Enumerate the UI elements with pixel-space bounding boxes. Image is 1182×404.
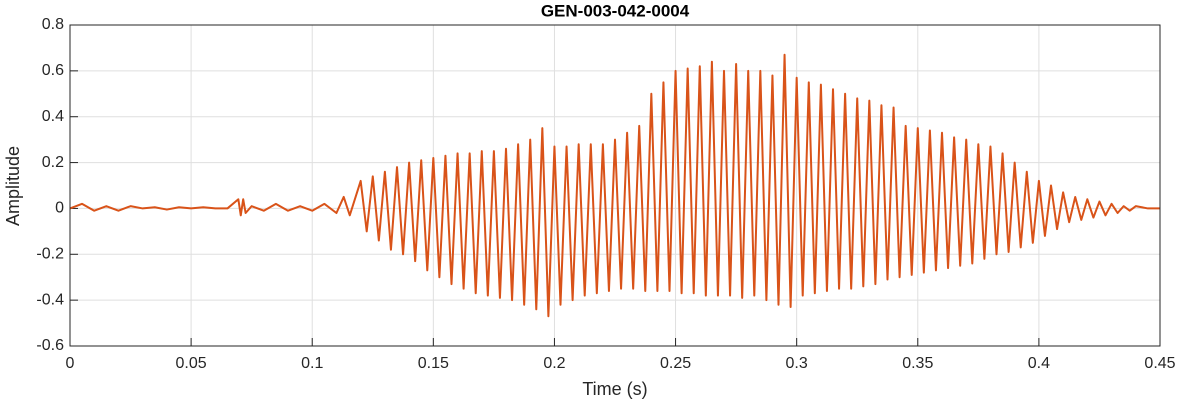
y-tick-label: 0.4 — [42, 108, 64, 125]
y-tick-label: -0.6 — [36, 337, 64, 354]
y-tick-label: 0.6 — [42, 62, 64, 79]
plot-area — [70, 25, 1160, 346]
x-tick-label: 0 — [66, 355, 75, 372]
x-tick-label: 0.4 — [1028, 355, 1050, 372]
waveform-line — [69, 53, 1160, 318]
x-tick-label: 0.25 — [660, 355, 691, 372]
x-tick-label: 0.1 — [301, 355, 323, 372]
x-tick-label: 0.2 — [543, 355, 565, 372]
x-tick-label: 0.3 — [786, 355, 808, 372]
y-tick-label: -0.4 — [36, 291, 64, 308]
y-axis-label: Amplitude — [3, 146, 23, 226]
x-tick-label: 0.45 — [1144, 355, 1175, 372]
y-tick-label: 0.8 — [42, 16, 64, 33]
x-axis-label: Time (s) — [582, 379, 647, 399]
chart-title: GEN-003-042-0004 — [541, 1, 690, 20]
x-tick-label: 0.15 — [418, 355, 449, 372]
y-tick-label: 0.2 — [42, 154, 64, 171]
x-tick-label: 0.05 — [176, 355, 207, 372]
y-tick-label: 0 — [55, 200, 64, 217]
axes-box — [69, 24, 1161, 347]
x-tick-label: 0.35 — [902, 355, 933, 372]
y-tick-label: -0.2 — [36, 246, 64, 263]
